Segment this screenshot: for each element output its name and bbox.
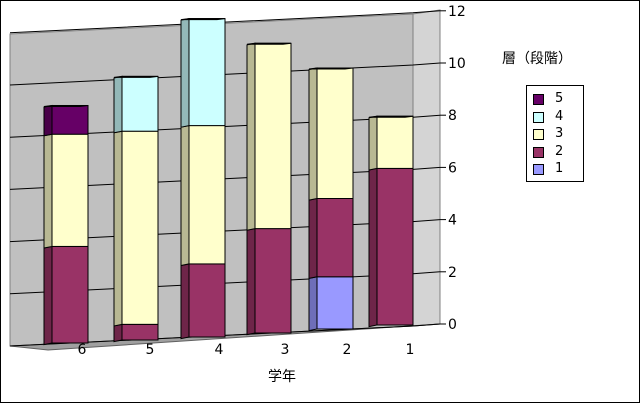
y-tick-label: 2 — [448, 265, 457, 281]
legend-label: 3 — [555, 126, 564, 141]
bar-top — [368, 115, 414, 118]
bar-segment-side — [368, 167, 378, 328]
legend-label: 4 — [555, 108, 564, 124]
bars-group — [43, 17, 414, 346]
y-tick-label: 4 — [448, 213, 457, 229]
bar-segment — [316, 198, 354, 278]
bar-segment — [51, 245, 89, 344]
bar-segment-side — [43, 245, 53, 346]
bar-segment — [316, 276, 354, 330]
legend-swatch — [533, 146, 544, 158]
legend-label: 5 — [555, 91, 564, 106]
legend-swatch — [533, 164, 544, 175]
bar-segment — [254, 228, 292, 334]
bar-segment-side — [308, 67, 318, 201]
bar-segment — [188, 18, 226, 127]
bar-segment-side — [180, 263, 190, 340]
bar-segment — [121, 130, 159, 325]
bar-segment-side — [246, 42, 256, 231]
bar-top — [308, 67, 354, 70]
x-tick-label: 2 — [343, 342, 352, 358]
bar-segment — [188, 263, 226, 338]
legend-swatch — [533, 94, 544, 105]
bar-segment — [376, 167, 414, 326]
x-axis-label: 学年 — [268, 369, 296, 385]
bar-segment-side — [246, 227, 256, 336]
x-tick-label: 5 — [146, 342, 155, 358]
bar-top — [113, 75, 159, 78]
bar-segment — [51, 104, 89, 135]
y-tick-label: 6 — [448, 160, 457, 176]
x-tick-label: 4 — [215, 342, 224, 358]
bar-segment-side — [308, 276, 318, 332]
bar-segment-side — [43, 133, 53, 249]
legend: 5 4 3 2 1 — [526, 85, 584, 182]
x-axis-ticks: 6 5 4 3 2 1 — [78, 342, 415, 358]
bar-segment — [51, 133, 89, 247]
y-axis: 0 2 4 6 8 10 12 — [440, 4, 466, 333]
legend-swatch — [533, 111, 544, 123]
bar-segment-side — [180, 124, 190, 267]
bar-segment — [121, 75, 159, 132]
x-tick-label: 1 — [406, 342, 415, 358]
bar-segment-side — [113, 323, 123, 343]
bar-segment — [254, 42, 292, 230]
bar-segment — [316, 67, 354, 199]
bar-segment — [376, 115, 414, 169]
legend-label: 1 — [555, 161, 564, 176]
bar-segment-side — [308, 197, 318, 280]
legend-swatch — [533, 129, 544, 140]
bar-segment-side — [113, 75, 123, 134]
bar-segment — [188, 125, 226, 265]
bar-segment-side — [180, 17, 190, 128]
bar-top — [43, 104, 89, 107]
bar-top — [180, 18, 226, 21]
y-tick-label: 0 — [448, 317, 457, 333]
legend-title: 層（段階） — [502, 51, 572, 67]
bar-segment-side — [368, 115, 378, 171]
legend-label: 2 — [555, 143, 564, 159]
x-tick-label: 6 — [78, 342, 87, 358]
bar-segment — [121, 323, 159, 341]
y-tick-label: 12 — [448, 4, 466, 20]
bar-segment-side — [113, 130, 123, 327]
bar-segment-side — [43, 104, 53, 137]
x-tick-label: 3 — [281, 342, 290, 358]
bar-top — [246, 42, 292, 45]
y-tick-label: 10 — [448, 56, 466, 72]
y-tick-label: 8 — [448, 108, 457, 124]
gridline — [9, 10, 441, 34]
